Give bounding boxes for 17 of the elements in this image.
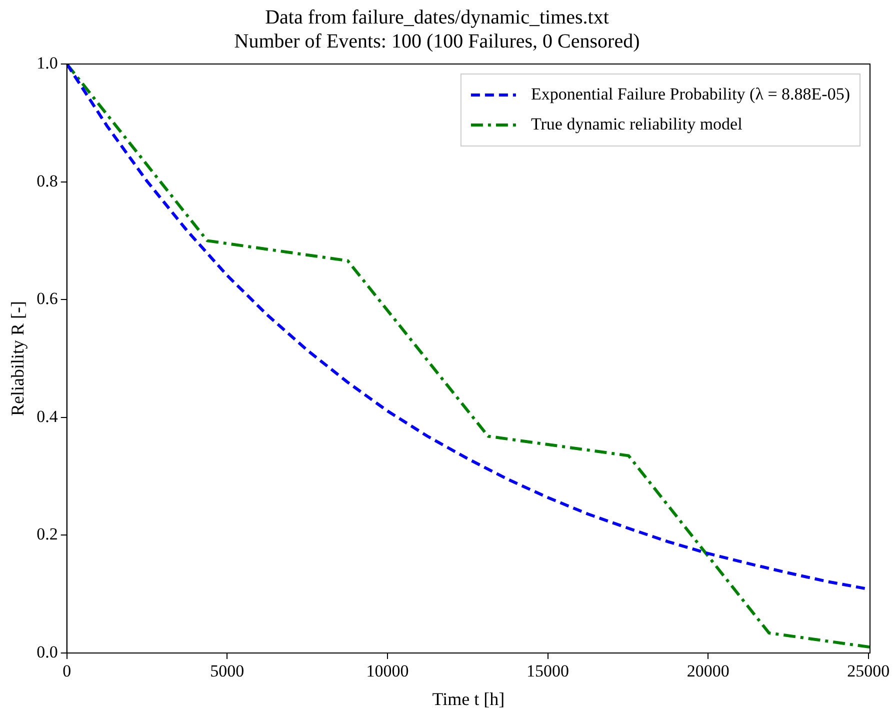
y-axis-title: Reliability R [-] [8, 301, 28, 416]
x-tick-label: 15000 [526, 662, 570, 681]
x-tick-label: 20000 [686, 662, 730, 681]
y-tick-label: 0.6 [36, 289, 58, 308]
legend-label: Exponential Failure Probability (λ = 8.88E-05) [530, 84, 850, 104]
y-tick-label: 0.0 [36, 642, 58, 662]
y-tick-label: 0.8 [36, 171, 58, 190]
x-tick-label: 5000 [210, 662, 244, 681]
y-tick-label: 1.0 [36, 53, 58, 72]
legend-label: True dynamic reliability model [530, 114, 743, 134]
x-tick-label: 10000 [366, 662, 409, 681]
x-tick-label: 25000 [847, 662, 890, 681]
x-tick-label: 0 [62, 662, 72, 681]
y-tick-label: 0.2 [36, 524, 58, 544]
y-tick-label: 0.4 [36, 406, 58, 426]
x-axis-title: Time t [h] [432, 688, 505, 709]
chart-title: Data from failure_dates/dynamic_times.txt Number of Events: 100 (100 Failures, 0 Censored) [234, 6, 640, 52]
